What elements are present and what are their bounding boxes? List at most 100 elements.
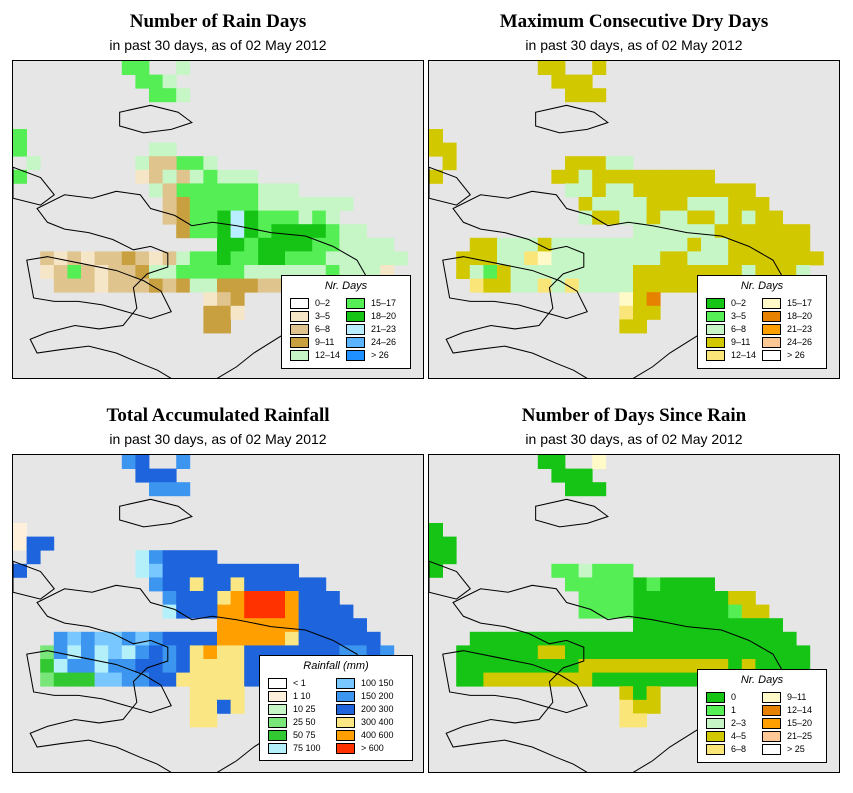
grid-cell — [592, 577, 607, 592]
grid-cell — [366, 237, 381, 252]
grid-cell — [162, 468, 177, 483]
grid-cell — [510, 645, 525, 660]
grid-cell — [339, 251, 354, 266]
legend-swatch — [706, 349, 725, 361]
grid-cell — [551, 468, 566, 483]
legend-item: 1 — [706, 704, 736, 716]
grid-cell — [714, 237, 729, 252]
grid-cell — [257, 265, 272, 279]
grid-cell — [366, 251, 381, 266]
grid-cell — [646, 672, 661, 687]
grid-cell — [619, 210, 634, 225]
grid-cell — [605, 645, 620, 660]
grid-cell — [633, 686, 647, 701]
legend-item: 3–5 — [706, 310, 746, 322]
grid-cell — [633, 618, 647, 633]
legend-swatch — [336, 677, 355, 689]
grid-cell — [673, 672, 688, 687]
grid-cell — [67, 631, 82, 646]
grid-cell — [442, 142, 457, 157]
grid-cell — [217, 631, 231, 646]
grid-cell — [796, 645, 811, 660]
grid-cell — [660, 659, 675, 673]
grid-cell — [442, 536, 457, 551]
grid-cell — [551, 455, 566, 469]
grid-cell — [162, 88, 177, 103]
grid-cell — [217, 265, 231, 279]
legend-label: 300 400 — [361, 717, 394, 727]
grid-cell — [633, 278, 647, 293]
grid-cell — [633, 169, 647, 184]
grid-cell — [469, 237, 484, 252]
grid-cell — [660, 631, 675, 646]
grid-cell — [149, 183, 163, 198]
grid-cell — [162, 482, 177, 497]
grid-cell — [728, 237, 743, 252]
grid-cell — [537, 455, 552, 469]
grid-cell — [633, 672, 647, 687]
grid-cell — [565, 183, 579, 198]
grid-cell — [189, 251, 204, 266]
panel-title: Number of Rain Days — [129, 11, 307, 32]
legend-label: 12–14 — [731, 350, 757, 360]
grid-cell — [524, 659, 539, 673]
grid-cell — [537, 61, 552, 75]
grid-cell — [298, 237, 313, 252]
grid-cell — [285, 183, 299, 198]
grid-cell — [325, 604, 340, 619]
grid-cell — [456, 672, 471, 687]
grid-cell — [619, 169, 634, 184]
grid-cell — [673, 659, 688, 673]
grid-cell — [633, 631, 647, 646]
legend-title: Rainfall (mm) — [303, 660, 369, 672]
grid-cell — [565, 88, 579, 103]
legend-item: 200 300 — [336, 703, 394, 715]
grid-cell — [230, 563, 245, 578]
grid-cell — [285, 577, 299, 592]
grid-cell — [524, 278, 539, 293]
grid-cell — [271, 251, 286, 266]
grid-cell — [646, 305, 661, 320]
grid-cell — [592, 659, 607, 673]
grid-cell — [230, 577, 245, 592]
grid-cell — [578, 672, 593, 687]
grid-cell — [619, 319, 634, 334]
grid-cell — [565, 169, 579, 184]
grid-cell — [578, 604, 593, 619]
grid-cell — [714, 224, 729, 239]
grid-cell — [217, 659, 231, 673]
grid-cell — [217, 577, 231, 592]
grid-cell — [149, 631, 163, 646]
grid-cell — [701, 237, 715, 252]
grid-cell — [782, 251, 797, 266]
grid-cell — [633, 591, 647, 605]
grid-cell — [565, 251, 579, 266]
grid-cell — [203, 224, 218, 239]
legend-swatch — [762, 297, 781, 309]
grid-cell — [121, 61, 136, 75]
legend-swatch — [706, 730, 725, 742]
grid-cell — [53, 645, 68, 660]
legend-item: > 26 — [762, 349, 805, 361]
days-since-rain-panel: Number of Days Since Rain in past 30 day… — [428, 394, 840, 784]
grid-cell — [176, 455, 191, 469]
grid-cell — [633, 645, 647, 660]
grid-cell — [162, 169, 177, 184]
grid-cell — [646, 645, 661, 660]
coastline — [429, 104, 826, 378]
grid-cell — [673, 183, 688, 198]
grid-cell — [619, 292, 634, 307]
grid-cell — [244, 265, 259, 279]
grid-cell — [203, 577, 218, 592]
legend-label: > 26 — [787, 350, 805, 360]
map-area: Nr. Days 0–2 3–5 6–8 9–11 12–14 15–17 18–20 21–… — [12, 60, 424, 379]
grid-cell — [687, 618, 702, 633]
grid-cell — [660, 604, 675, 619]
grid-cell — [13, 142, 27, 157]
grid-cell — [714, 197, 729, 211]
grid-cell — [53, 659, 68, 673]
grid-cell — [605, 591, 620, 605]
grid-cell — [605, 169, 620, 184]
grid-cell — [537, 237, 552, 252]
grid-cell — [673, 237, 688, 252]
